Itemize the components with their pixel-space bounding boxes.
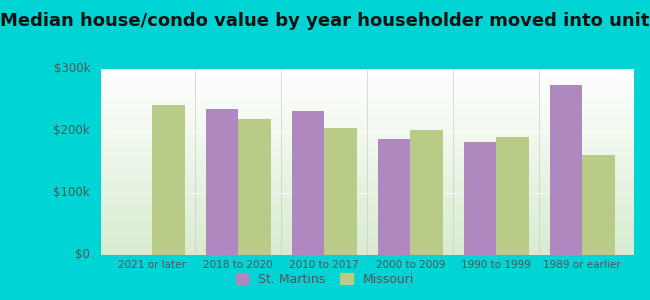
Text: Median house/condo value by year householder moved into unit: Median house/condo value by year househo… (0, 12, 650, 30)
Bar (292, 111, 324, 255)
Text: $200k: $200k (53, 124, 90, 137)
Bar (410, 130, 443, 255)
Legend: St. Martins, Missouri: St. Martins, Missouri (231, 268, 419, 291)
Bar (582, 155, 615, 255)
Bar (378, 139, 410, 255)
Bar (463, 142, 496, 255)
Bar (324, 128, 357, 255)
Bar (239, 119, 271, 255)
Bar (496, 136, 529, 255)
Text: $0: $0 (75, 248, 90, 262)
Text: $300k: $300k (53, 62, 90, 76)
Bar (152, 105, 185, 255)
Text: $100k: $100k (53, 187, 90, 200)
Bar (205, 109, 239, 255)
Bar (549, 85, 582, 255)
